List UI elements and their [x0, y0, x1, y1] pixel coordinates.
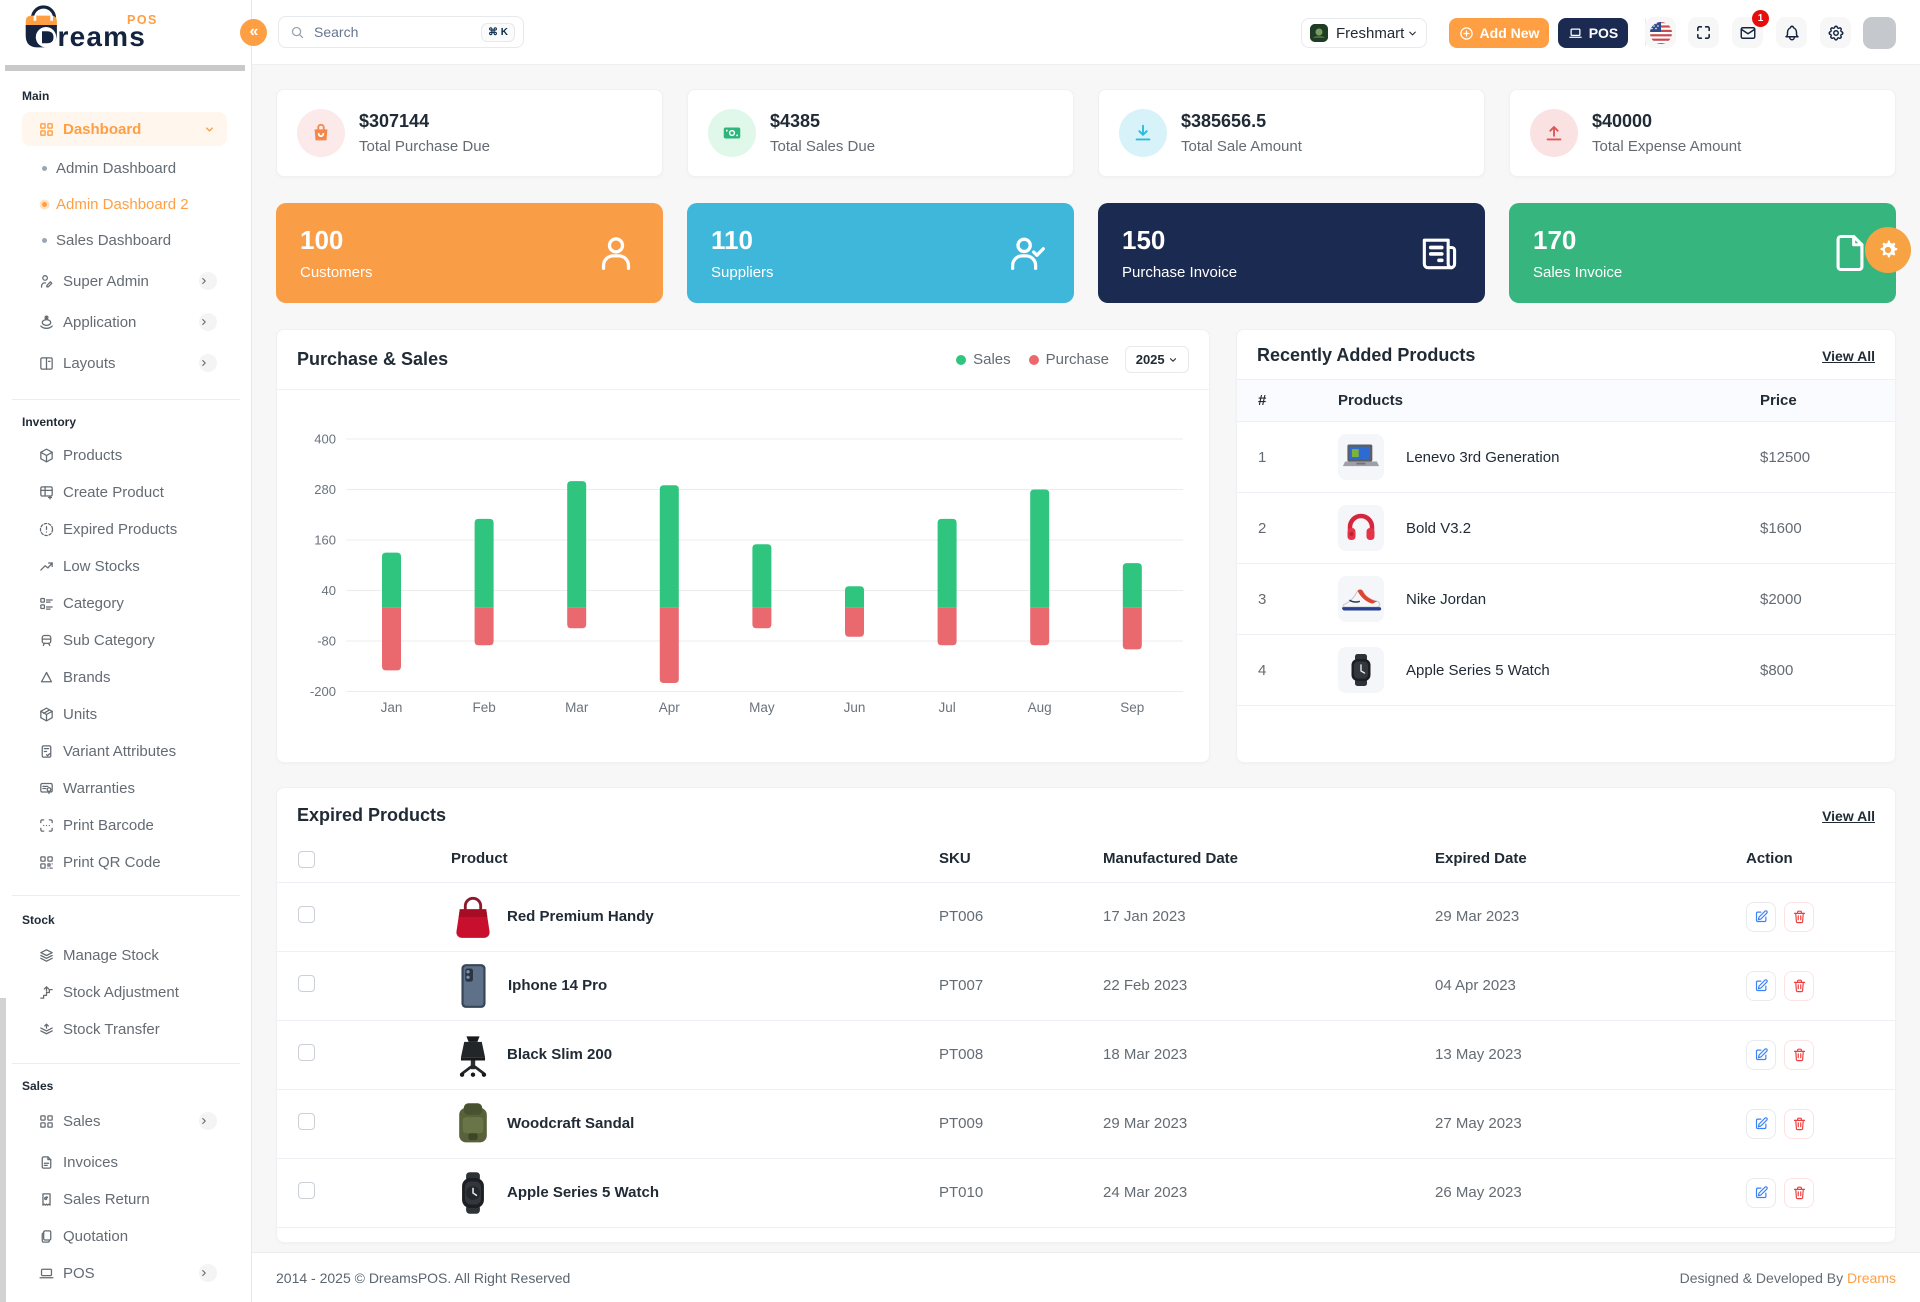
- svg-text:Sep: Sep: [1120, 700, 1144, 715]
- svg-text:Mar: Mar: [565, 700, 589, 715]
- svg-text:-200: -200: [310, 684, 336, 699]
- svg-text:40: 40: [322, 583, 336, 598]
- svg-text:reams: reams: [58, 21, 147, 52]
- svg-text:Aug: Aug: [1028, 700, 1052, 715]
- svg-text:Jul: Jul: [938, 700, 955, 715]
- svg-text:400: 400: [314, 432, 336, 447]
- svg-text:280: 280: [314, 482, 336, 497]
- svg-text:May: May: [749, 700, 775, 715]
- svg-text:Jan: Jan: [381, 700, 403, 715]
- svg-text:Apr: Apr: [659, 700, 681, 715]
- svg-text:Jun: Jun: [844, 700, 866, 715]
- svg-text:Feb: Feb: [472, 700, 495, 715]
- svg-text:160: 160: [314, 533, 336, 548]
- svg-text:-80: -80: [317, 634, 336, 649]
- svg-text:POS: POS: [127, 13, 158, 27]
